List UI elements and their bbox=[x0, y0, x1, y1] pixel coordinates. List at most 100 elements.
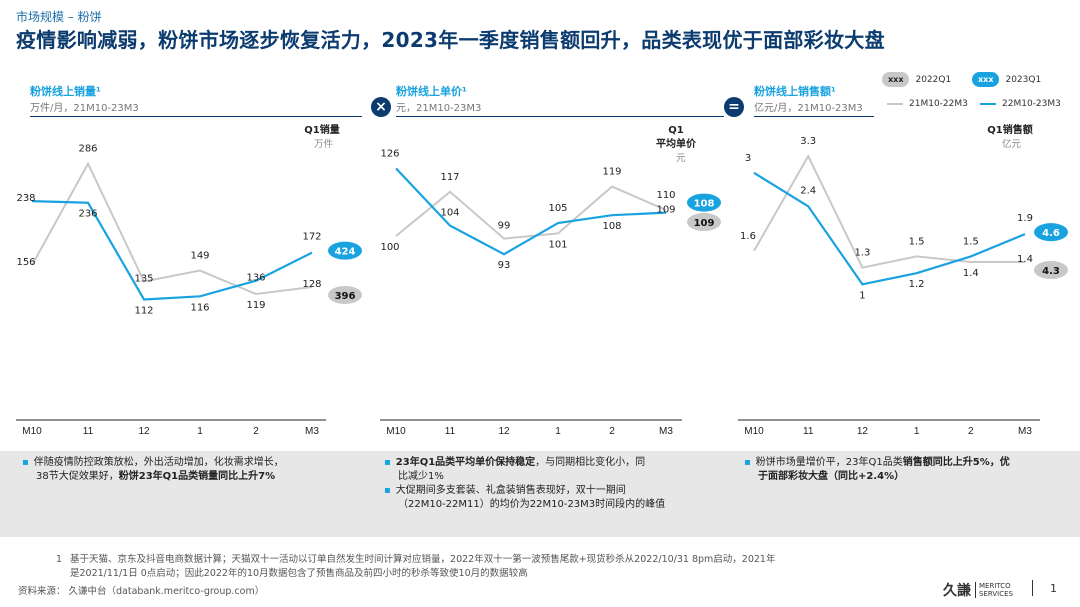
note-left-line1: 伴随疫情防控政策放松，外出活动增加，化妆需求增长， bbox=[33, 457, 284, 468]
note-mid-line1b: ，与同期相比变化小，同 bbox=[535, 457, 646, 468]
note-right-line1b: 销售额同比上升5%，优 bbox=[902, 457, 1010, 468]
legend-line-gray bbox=[887, 103, 903, 105]
data-label-prev: 1.6 bbox=[740, 231, 756, 242]
q1-badge-curr bbox=[687, 193, 721, 212]
panel-2-title: 粉饼线上单价¹ bbox=[396, 85, 467, 98]
note-mid-line1a: 23年Q1品类平均单价保持稳定 bbox=[395, 457, 536, 468]
q1-header-label: Q1销量 bbox=[304, 123, 339, 136]
legend-label-2022q1: 2022Q1 bbox=[915, 74, 952, 85]
q1-unit-label: 亿元 bbox=[1002, 138, 1022, 150]
legend-label-curr: 22M10-23M3 bbox=[1002, 99, 1061, 109]
data-label-prev: 135 bbox=[134, 274, 153, 285]
footnote: 1 基于天猫、京东及抖音电商数据计算；天猫双十一活动以订单自然发生时间计算对应销量… bbox=[18, 553, 948, 581]
bullet-icon: ▪ bbox=[384, 485, 391, 496]
series-line-curr bbox=[753, 171, 1026, 286]
breadcrumb: 市场规模 – 粉饼 bbox=[16, 10, 102, 24]
x-tick-label: M10 bbox=[744, 426, 764, 437]
data-label-curr: 136 bbox=[246, 273, 265, 284]
legend-line-blue bbox=[980, 103, 996, 105]
data-label-prev: 1.3 bbox=[854, 248, 870, 259]
note-mid-line4: （22M10-22M11）的均价为22M10-23M3时间段内的峰值 bbox=[398, 499, 666, 510]
q1-unit-label: 万件 bbox=[314, 138, 334, 150]
notes-band bbox=[0, 451, 1080, 537]
q1-badge-curr-value: 4.6 bbox=[1042, 228, 1060, 239]
q1-badge-prev bbox=[687, 213, 721, 231]
equals-icon: = bbox=[724, 97, 744, 117]
q1-badge-prev bbox=[1034, 261, 1068, 279]
note-mid-line3: 大促期间多支套装、礼盒装销售表现好，双十一期间 bbox=[395, 485, 626, 496]
data-label-prev: 149 bbox=[190, 251, 209, 262]
data-label-curr: 1.2 bbox=[909, 279, 925, 290]
note-left: ▪ 伴随疫情防控政策放松，外出活动增加，化妆需求增长， 38节大促效果好，粉饼23… bbox=[22, 456, 367, 484]
logo-en: MERITCO SERVICES bbox=[975, 582, 1013, 598]
x-tick-label: 1 bbox=[555, 426, 561, 437]
note-right: ▪ 粉饼市场量增价平，23年Q1品类销售额同比上升5%，优 于面部彩妆大盘（同比+… bbox=[744, 456, 1064, 484]
panel-1-title: 粉饼线上销量¹ bbox=[30, 85, 101, 98]
data-label-prev: 1.4 bbox=[963, 268, 979, 279]
series-line-curr bbox=[31, 200, 313, 301]
data-label-prev: 117 bbox=[440, 172, 459, 183]
data-label-curr: 236 bbox=[78, 209, 97, 220]
x-tick-label: M3 bbox=[659, 426, 673, 437]
q1-badge-curr-value: 108 bbox=[694, 199, 715, 210]
q1-badge-curr bbox=[328, 241, 362, 260]
legend-label-prev: 21M10-22M3 bbox=[909, 99, 968, 109]
x-tick-label: 11 bbox=[803, 426, 814, 437]
data-label-prev: 286 bbox=[78, 144, 97, 155]
q1-badge-prev-value: 396 bbox=[335, 291, 356, 302]
data-label-prev: 119 bbox=[246, 300, 265, 311]
bullet-icon: ▪ bbox=[744, 457, 751, 468]
x-tick-label: 11 bbox=[445, 426, 456, 437]
x-tick-label: M10 bbox=[386, 426, 406, 437]
data-label-curr: 108 bbox=[602, 221, 621, 232]
series-line-curr bbox=[395, 167, 667, 256]
x-tick-label: M3 bbox=[305, 426, 319, 437]
q1-badge-prev bbox=[328, 285, 362, 304]
x-tick-label: M3 bbox=[1018, 426, 1032, 437]
series-line-prev bbox=[395, 185, 667, 240]
data-label-curr: 1.5 bbox=[963, 236, 979, 247]
page-number: 1 bbox=[1050, 582, 1057, 595]
logo-en-2: SERVICES bbox=[979, 590, 1013, 598]
x-tick-label: 12 bbox=[498, 426, 510, 437]
panel-1-rule bbox=[30, 116, 362, 117]
note-mid-line2: 比减少1% bbox=[398, 471, 444, 482]
q1-badge-prev-value: 109 bbox=[694, 218, 715, 229]
data-label-prev: 128 bbox=[302, 279, 321, 290]
note-left-line2a: 38节大促效果好， bbox=[36, 471, 119, 482]
footnote-line2: 是2021/11/1日 0点启动；因此2022年的10月数据包含了预售商品及前四… bbox=[70, 568, 528, 579]
panel-3-rule bbox=[754, 116, 874, 117]
page-separator bbox=[1032, 580, 1033, 596]
data-label-curr: 93 bbox=[498, 260, 511, 271]
note-left-line2b: 粉饼23年Q1品类销量同比上升7% bbox=[118, 471, 276, 482]
data-label-curr: 1 bbox=[859, 290, 865, 301]
x-tick-label: 2 bbox=[609, 426, 615, 437]
data-label-curr: 112 bbox=[134, 305, 153, 316]
legend-2022q1: xxx 2022Q1 bbox=[882, 72, 951, 87]
series-line-prev bbox=[753, 154, 1025, 269]
data-label-prev: 1.5 bbox=[909, 236, 925, 247]
data-label-prev: 110 bbox=[656, 190, 675, 201]
bullet-icon: ▪ bbox=[22, 457, 29, 468]
data-label-prev: 156 bbox=[16, 257, 35, 268]
data-label-prev: 99 bbox=[498, 221, 511, 232]
panel-3-title: 粉饼线上销售额¹ bbox=[754, 85, 836, 98]
data-label-curr: 2.4 bbox=[800, 185, 816, 196]
note-right-line2a: 于面部彩妆大盘 bbox=[758, 471, 828, 482]
note-right-line1a: 粉饼市场量增价平，23年Q1品类 bbox=[755, 457, 903, 468]
source-line: 资料来源： 久谦中台（databank.meritco-group.com） bbox=[18, 586, 265, 597]
x-tick-label: 2 bbox=[253, 426, 259, 437]
x-tick-label: M10 bbox=[22, 426, 42, 437]
x-tick-label: 1 bbox=[914, 426, 920, 437]
x-tick-label: 11 bbox=[83, 426, 94, 437]
panel-1-unit: 万件/月，21M10-23M3 bbox=[30, 103, 139, 114]
x-tick-label: 12 bbox=[138, 426, 150, 437]
data-label-prev: 100 bbox=[380, 242, 399, 253]
x-tick-label: 1 bbox=[197, 426, 203, 437]
data-label-curr: 3 bbox=[745, 153, 751, 164]
logo-en-1: MERITCO bbox=[979, 582, 1011, 590]
series-line-prev bbox=[31, 161, 313, 296]
charts-svg: M10 11 12 1 2 M3Q1销量万件15628613514911912823823… bbox=[16, 123, 1068, 437]
data-label-curr: 116 bbox=[190, 302, 209, 313]
data-label-curr: 104 bbox=[440, 208, 459, 219]
